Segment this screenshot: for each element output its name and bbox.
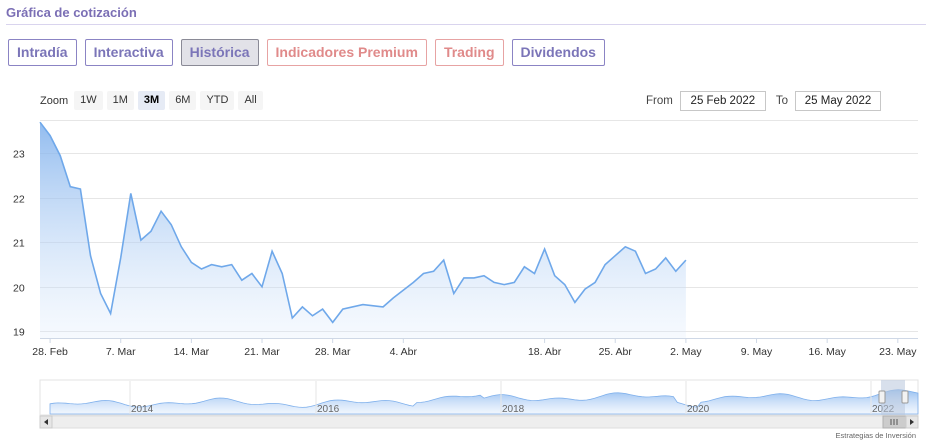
zoom-label: Zoom — [40, 94, 69, 107]
x-tick-label: 18. Abr — [528, 346, 562, 358]
navigator-series — [49, 389, 919, 415]
date-range-selector: From To — [646, 91, 881, 111]
x-tick-label: 21. Mar — [244, 346, 280, 358]
tab-intradia[interactable]: Intradía — [8, 39, 77, 66]
navigator-tick-label: 2016 — [317, 404, 340, 415]
x-tick-label: 23. May — [879, 346, 917, 358]
navigator[interactable]: 20142016201820202022 — [39, 379, 919, 416]
y-tick-label: 22 — [13, 194, 25, 206]
x-tick-label: 16. May — [808, 346, 846, 358]
x-tick-label: 28. Mar — [315, 346, 351, 358]
navigator-tick-label: 2020 — [687, 404, 710, 415]
grip-icon — [890, 419, 898, 425]
x-tick-label: 28. Feb — [32, 346, 68, 358]
price-line — [39, 121, 687, 324]
x-tick-label: 2. May — [670, 346, 702, 358]
tab-interactiva[interactable]: Interactiva — [84, 39, 173, 66]
y-tick-label: 20 — [13, 283, 25, 295]
tab-indicadores-premium[interactable]: Indicadores Premium — [266, 39, 427, 66]
x-tick-label: 9. May — [741, 346, 773, 358]
tab-historica[interactable]: Histórica — [180, 39, 259, 66]
navigator-left-handle[interactable] — [878, 390, 886, 404]
chart-type-tabs: Intradía Interactiva Histórica Indicador… — [8, 39, 613, 66]
from-label: From — [646, 95, 673, 107]
arrow-right-icon — [910, 419, 914, 425]
zoom-1w-button[interactable]: 1W — [74, 91, 103, 110]
zoom-all-button[interactable]: All — [238, 91, 263, 110]
y-tick-label: 23 — [13, 149, 25, 161]
navigator-tick-label: 2014 — [131, 404, 154, 415]
y-tick-label: 19 — [13, 327, 25, 339]
x-tick-label: 7. Mar — [106, 346, 136, 358]
zoom-3m-button[interactable]: 3M — [137, 91, 166, 110]
zoom-selector: Zoom 1W 1M 3M 6M YTD All — [40, 91, 267, 110]
navigator-right-handle[interactable] — [901, 390, 909, 404]
from-date-input[interactable] — [679, 91, 766, 111]
section-title: Gráfica de cotización — [6, 5, 137, 20]
scrollbar-track[interactable] — [39, 415, 919, 429]
to-date-input[interactable] — [795, 91, 881, 111]
zoom-1m-button[interactable]: 1M — [106, 91, 134, 110]
title-divider — [6, 24, 926, 25]
scrollbar[interactable] — [39, 415, 919, 429]
x-tick-label: 25. Abr — [599, 346, 633, 358]
tab-dividendos[interactable]: Dividendos — [511, 39, 605, 66]
x-axis: 28. Feb 7. Mar 14. Mar 21. Mar 28. Mar 4. Abr… — [32, 338, 917, 358]
x-tick-label: 4. Abr — [390, 346, 418, 358]
credits: Estrategias de Inversión — [835, 431, 916, 440]
arrow-left-icon — [44, 419, 48, 425]
price-area — [40, 122, 686, 338]
to-label: To — [775, 95, 788, 107]
zoom-6m-button[interactable]: 6M — [169, 91, 197, 110]
y-tick-label: 21 — [13, 238, 25, 250]
x-tick-label: 14. Mar — [174, 346, 210, 358]
zoom-ytd-button[interactable]: YTD — [200, 91, 235, 110]
y-axis: 19 20 21 22 23 — [13, 149, 25, 339]
tab-trading[interactable]: Trading — [434, 39, 504, 66]
navigator-tick-label: 2018 — [502, 404, 525, 415]
